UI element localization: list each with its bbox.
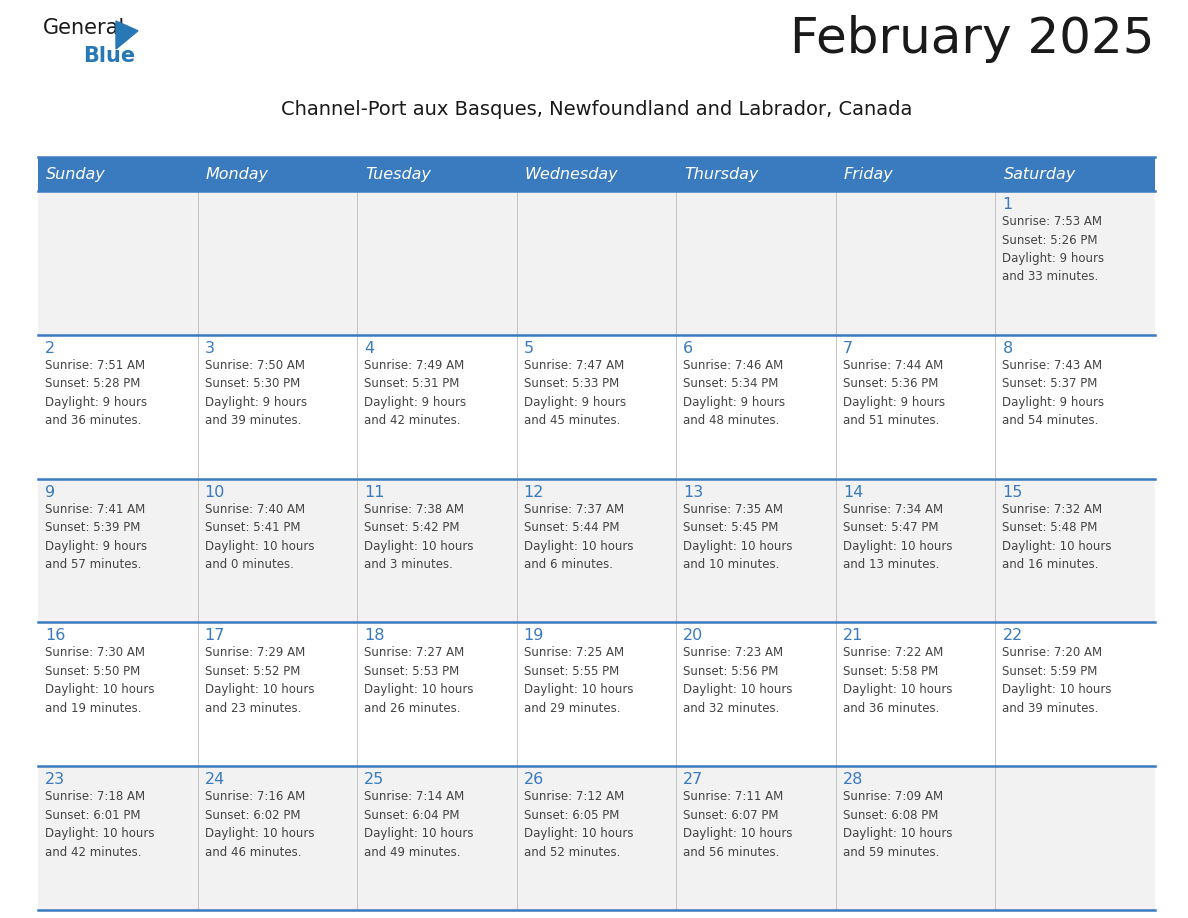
Text: 20: 20 bbox=[683, 629, 703, 644]
Text: Sunrise: 7:40 AM
Sunset: 5:41 PM
Daylight: 10 hours
and 0 minutes.: Sunrise: 7:40 AM Sunset: 5:41 PM Dayligh… bbox=[204, 502, 314, 571]
Text: Sunrise: 7:50 AM
Sunset: 5:30 PM
Daylight: 9 hours
and 39 minutes.: Sunrise: 7:50 AM Sunset: 5:30 PM Dayligh… bbox=[204, 359, 307, 427]
Text: 28: 28 bbox=[842, 772, 864, 788]
Text: 13: 13 bbox=[683, 485, 703, 499]
Text: 17: 17 bbox=[204, 629, 225, 644]
Bar bbox=[38, 191, 1155, 335]
Text: 18: 18 bbox=[365, 629, 385, 644]
Text: Sunrise: 7:43 AM
Sunset: 5:37 PM
Daylight: 9 hours
and 54 minutes.: Sunrise: 7:43 AM Sunset: 5:37 PM Dayligh… bbox=[1003, 359, 1105, 427]
Text: Sunday: Sunday bbox=[46, 166, 106, 182]
Text: 7: 7 bbox=[842, 341, 853, 356]
Bar bbox=[38, 767, 1155, 910]
Text: 23: 23 bbox=[45, 772, 65, 788]
Text: 3: 3 bbox=[204, 341, 215, 356]
Text: Blue: Blue bbox=[83, 46, 135, 66]
Text: Sunrise: 7:11 AM
Sunset: 6:07 PM
Daylight: 10 hours
and 56 minutes.: Sunrise: 7:11 AM Sunset: 6:07 PM Dayligh… bbox=[683, 790, 792, 858]
Text: 4: 4 bbox=[365, 341, 374, 356]
Bar bbox=[38, 157, 1155, 191]
Text: 12: 12 bbox=[524, 485, 544, 499]
Text: Sunrise: 7:30 AM
Sunset: 5:50 PM
Daylight: 10 hours
and 19 minutes.: Sunrise: 7:30 AM Sunset: 5:50 PM Dayligh… bbox=[45, 646, 154, 715]
Text: 27: 27 bbox=[683, 772, 703, 788]
Text: Tuesday: Tuesday bbox=[365, 166, 431, 182]
Text: Sunrise: 7:41 AM
Sunset: 5:39 PM
Daylight: 9 hours
and 57 minutes.: Sunrise: 7:41 AM Sunset: 5:39 PM Dayligh… bbox=[45, 502, 147, 571]
Text: Sunrise: 7:09 AM
Sunset: 6:08 PM
Daylight: 10 hours
and 59 minutes.: Sunrise: 7:09 AM Sunset: 6:08 PM Dayligh… bbox=[842, 790, 953, 858]
Text: Sunrise: 7:22 AM
Sunset: 5:58 PM
Daylight: 10 hours
and 36 minutes.: Sunrise: 7:22 AM Sunset: 5:58 PM Dayligh… bbox=[842, 646, 953, 715]
Text: Sunrise: 7:18 AM
Sunset: 6:01 PM
Daylight: 10 hours
and 42 minutes.: Sunrise: 7:18 AM Sunset: 6:01 PM Dayligh… bbox=[45, 790, 154, 858]
Bar bbox=[38, 335, 1155, 478]
Text: Sunrise: 7:16 AM
Sunset: 6:02 PM
Daylight: 10 hours
and 46 minutes.: Sunrise: 7:16 AM Sunset: 6:02 PM Dayligh… bbox=[204, 790, 314, 858]
Text: Sunrise: 7:12 AM
Sunset: 6:05 PM
Daylight: 10 hours
and 52 minutes.: Sunrise: 7:12 AM Sunset: 6:05 PM Dayligh… bbox=[524, 790, 633, 858]
Text: 10: 10 bbox=[204, 485, 225, 499]
Text: 2: 2 bbox=[45, 341, 55, 356]
Text: Monday: Monday bbox=[206, 166, 268, 182]
Bar bbox=[38, 622, 1155, 767]
Text: Sunrise: 7:38 AM
Sunset: 5:42 PM
Daylight: 10 hours
and 3 minutes.: Sunrise: 7:38 AM Sunset: 5:42 PM Dayligh… bbox=[365, 502, 474, 571]
Text: Sunrise: 7:46 AM
Sunset: 5:34 PM
Daylight: 9 hours
and 48 minutes.: Sunrise: 7:46 AM Sunset: 5:34 PM Dayligh… bbox=[683, 359, 785, 427]
Text: 26: 26 bbox=[524, 772, 544, 788]
Text: 11: 11 bbox=[365, 485, 385, 499]
Text: 24: 24 bbox=[204, 772, 225, 788]
Text: Wednesday: Wednesday bbox=[525, 166, 618, 182]
Text: Sunrise: 7:23 AM
Sunset: 5:56 PM
Daylight: 10 hours
and 32 minutes.: Sunrise: 7:23 AM Sunset: 5:56 PM Dayligh… bbox=[683, 646, 792, 715]
Text: Saturday: Saturday bbox=[1004, 166, 1075, 182]
Text: Sunrise: 7:53 AM
Sunset: 5:26 PM
Daylight: 9 hours
and 33 minutes.: Sunrise: 7:53 AM Sunset: 5:26 PM Dayligh… bbox=[1003, 215, 1105, 284]
Text: Sunrise: 7:14 AM
Sunset: 6:04 PM
Daylight: 10 hours
and 49 minutes.: Sunrise: 7:14 AM Sunset: 6:04 PM Dayligh… bbox=[365, 790, 474, 858]
Text: 8: 8 bbox=[1003, 341, 1012, 356]
Text: Sunrise: 7:34 AM
Sunset: 5:47 PM
Daylight: 10 hours
and 13 minutes.: Sunrise: 7:34 AM Sunset: 5:47 PM Dayligh… bbox=[842, 502, 953, 571]
Text: 5: 5 bbox=[524, 341, 533, 356]
Text: Sunrise: 7:20 AM
Sunset: 5:59 PM
Daylight: 10 hours
and 39 minutes.: Sunrise: 7:20 AM Sunset: 5:59 PM Dayligh… bbox=[1003, 646, 1112, 715]
Text: Sunrise: 7:32 AM
Sunset: 5:48 PM
Daylight: 10 hours
and 16 minutes.: Sunrise: 7:32 AM Sunset: 5:48 PM Dayligh… bbox=[1003, 502, 1112, 571]
Text: 6: 6 bbox=[683, 341, 694, 356]
Text: 19: 19 bbox=[524, 629, 544, 644]
Text: General: General bbox=[43, 18, 125, 38]
Text: Sunrise: 7:51 AM
Sunset: 5:28 PM
Daylight: 9 hours
and 36 minutes.: Sunrise: 7:51 AM Sunset: 5:28 PM Dayligh… bbox=[45, 359, 147, 427]
Text: Channel-Port aux Basques, Newfoundland and Labrador, Canada: Channel-Port aux Basques, Newfoundland a… bbox=[280, 100, 912, 119]
Text: February 2025: February 2025 bbox=[790, 15, 1155, 63]
Text: Sunrise: 7:44 AM
Sunset: 5:36 PM
Daylight: 9 hours
and 51 minutes.: Sunrise: 7:44 AM Sunset: 5:36 PM Dayligh… bbox=[842, 359, 944, 427]
Text: 16: 16 bbox=[45, 629, 65, 644]
Text: Sunrise: 7:35 AM
Sunset: 5:45 PM
Daylight: 10 hours
and 10 minutes.: Sunrise: 7:35 AM Sunset: 5:45 PM Dayligh… bbox=[683, 502, 792, 571]
Text: Sunrise: 7:47 AM
Sunset: 5:33 PM
Daylight: 9 hours
and 45 minutes.: Sunrise: 7:47 AM Sunset: 5:33 PM Dayligh… bbox=[524, 359, 626, 427]
Text: Sunrise: 7:25 AM
Sunset: 5:55 PM
Daylight: 10 hours
and 29 minutes.: Sunrise: 7:25 AM Sunset: 5:55 PM Dayligh… bbox=[524, 646, 633, 715]
Text: Sunrise: 7:37 AM
Sunset: 5:44 PM
Daylight: 10 hours
and 6 minutes.: Sunrise: 7:37 AM Sunset: 5:44 PM Dayligh… bbox=[524, 502, 633, 571]
Bar bbox=[38, 478, 1155, 622]
Text: 9: 9 bbox=[45, 485, 55, 499]
Text: Friday: Friday bbox=[843, 166, 893, 182]
Text: Thursday: Thursday bbox=[684, 166, 759, 182]
Text: 21: 21 bbox=[842, 629, 864, 644]
Text: 25: 25 bbox=[365, 772, 385, 788]
Text: 1: 1 bbox=[1003, 197, 1012, 212]
Text: 22: 22 bbox=[1003, 629, 1023, 644]
Polygon shape bbox=[116, 21, 138, 49]
Text: Sunrise: 7:49 AM
Sunset: 5:31 PM
Daylight: 9 hours
and 42 minutes.: Sunrise: 7:49 AM Sunset: 5:31 PM Dayligh… bbox=[365, 359, 466, 427]
Text: 14: 14 bbox=[842, 485, 864, 499]
Text: Sunrise: 7:27 AM
Sunset: 5:53 PM
Daylight: 10 hours
and 26 minutes.: Sunrise: 7:27 AM Sunset: 5:53 PM Dayligh… bbox=[365, 646, 474, 715]
Text: 15: 15 bbox=[1003, 485, 1023, 499]
Text: Sunrise: 7:29 AM
Sunset: 5:52 PM
Daylight: 10 hours
and 23 minutes.: Sunrise: 7:29 AM Sunset: 5:52 PM Dayligh… bbox=[204, 646, 314, 715]
